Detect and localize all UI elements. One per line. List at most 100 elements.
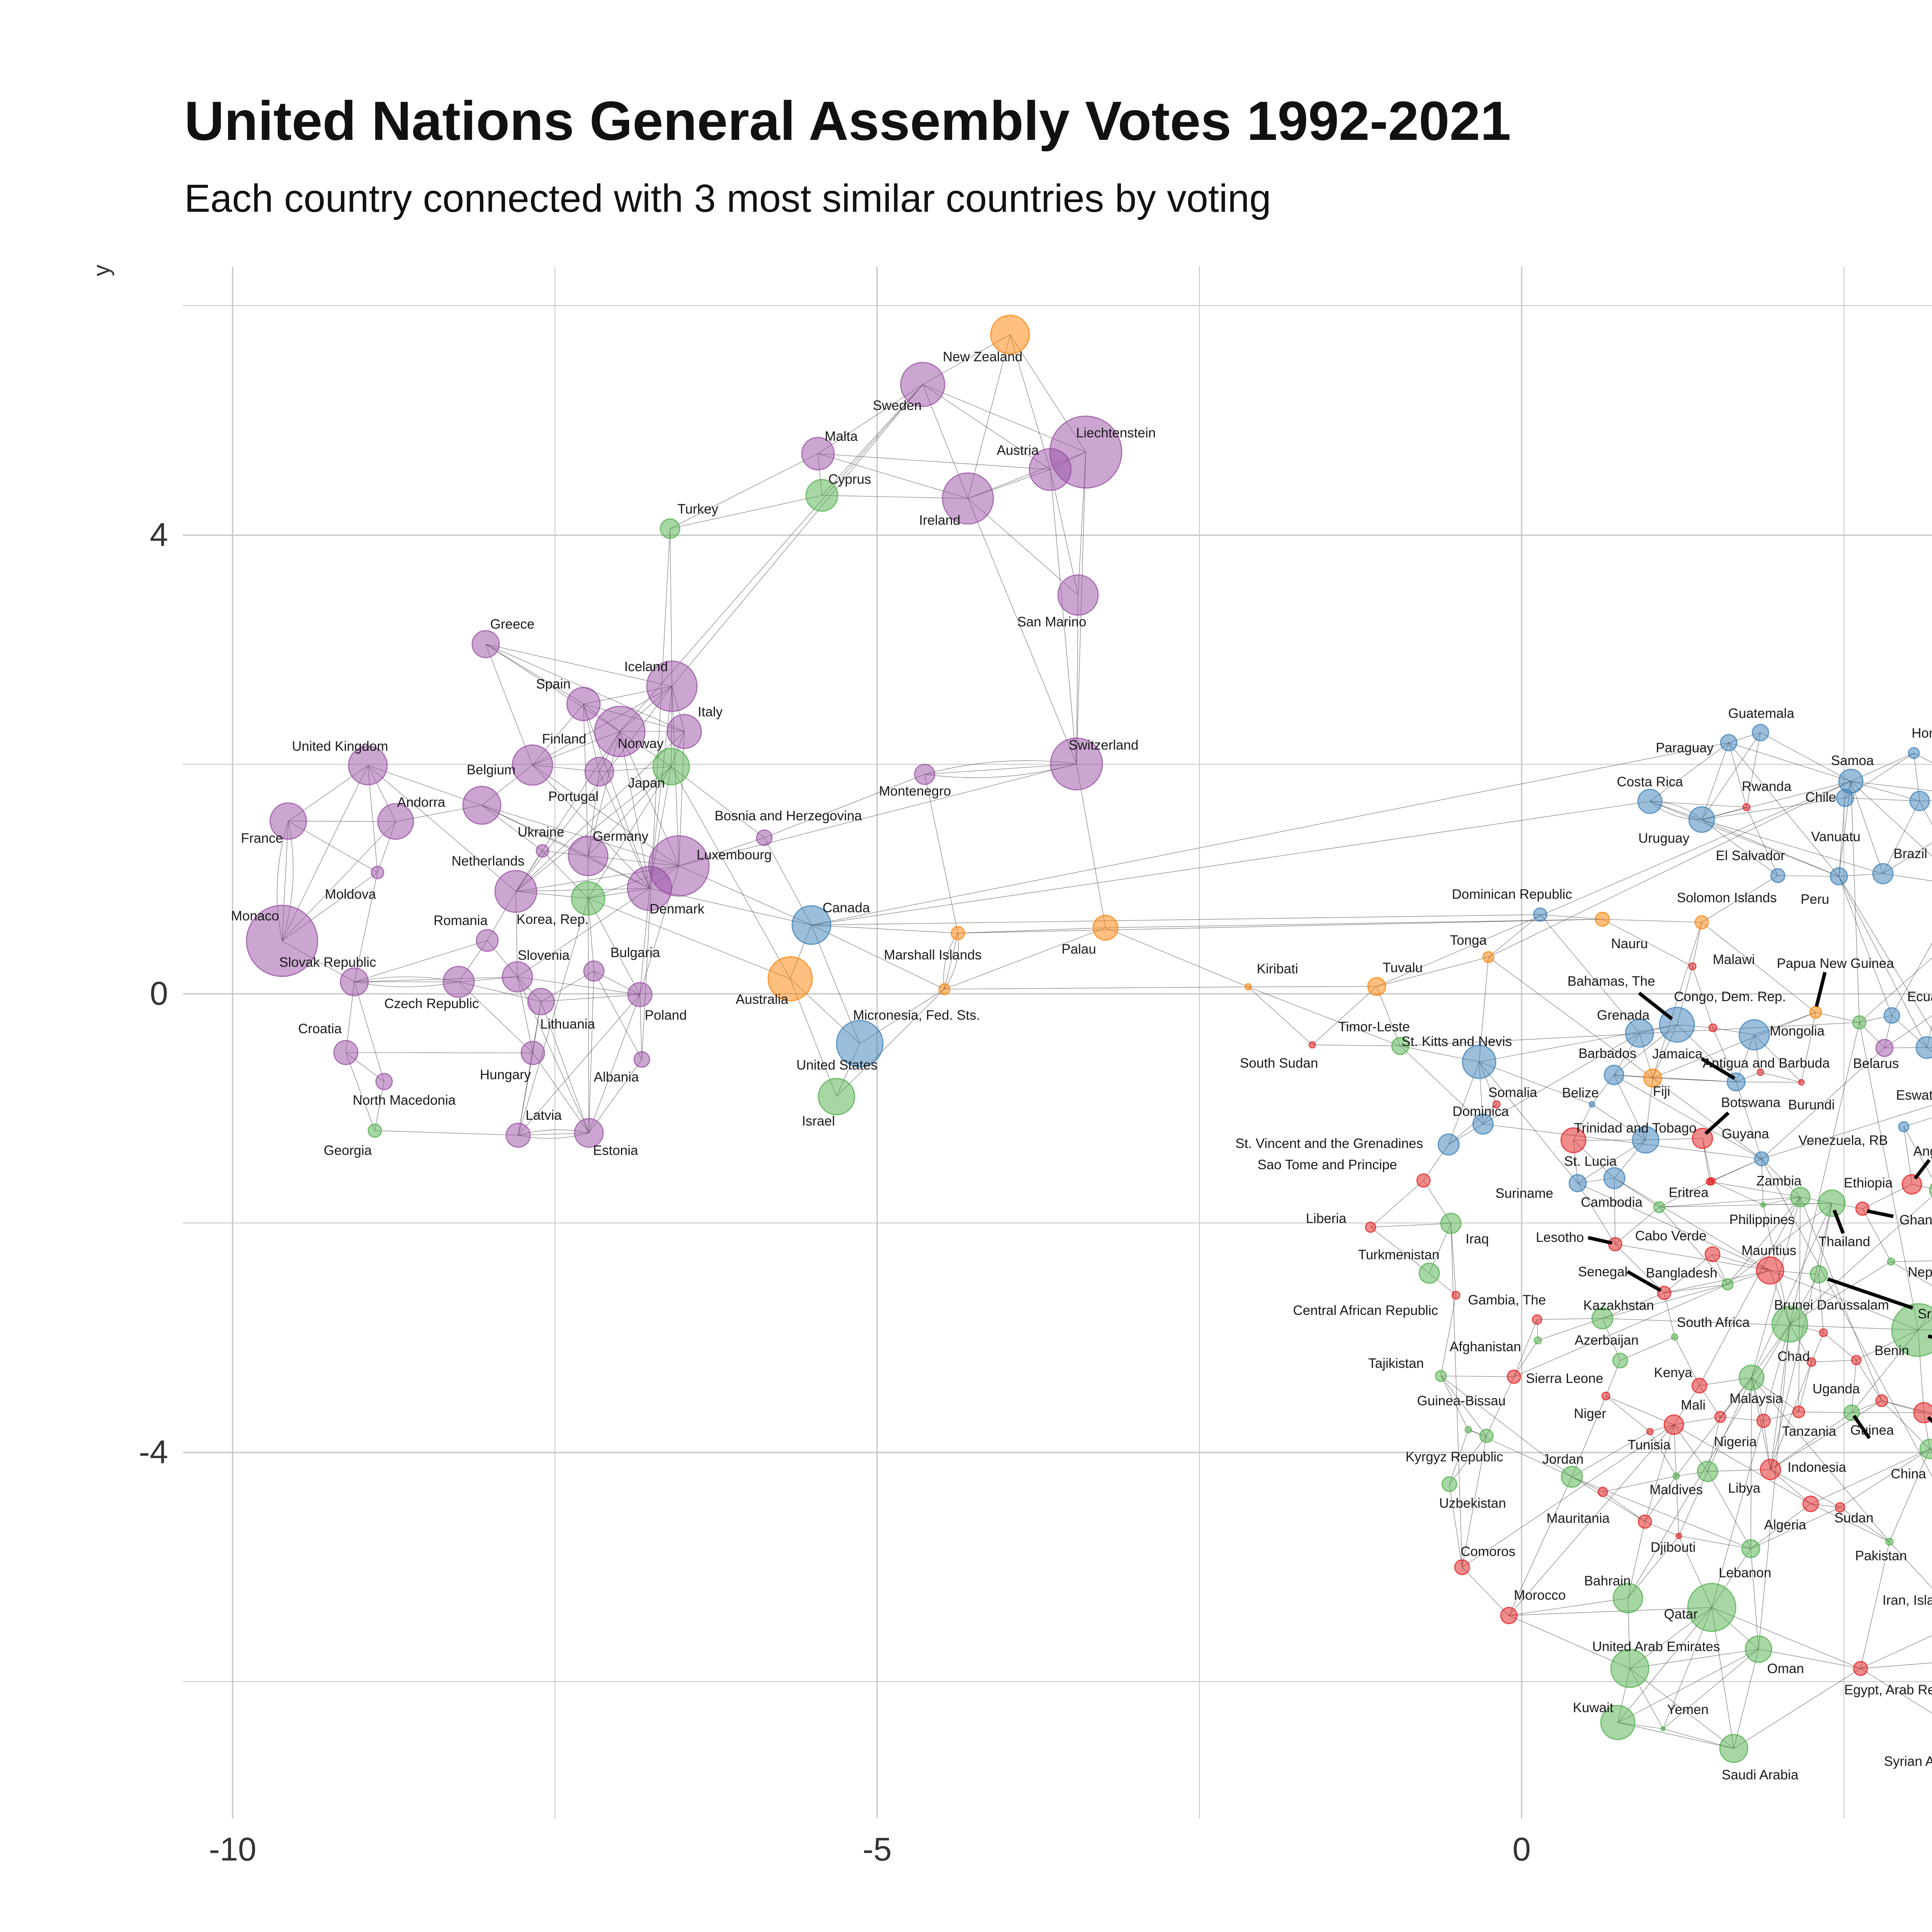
svg-text:Timor-Leste: Timor-Leste	[1338, 1019, 1410, 1034]
svg-text:Lithuania: Lithuania	[540, 1017, 595, 1032]
svg-text:Jamaica: Jamaica	[1652, 1046, 1703, 1061]
svg-text:Ecuador: Ecuador	[1907, 989, 1932, 1004]
svg-text:Micronesia, Fed. Sts.: Micronesia, Fed. Sts.	[853, 1008, 980, 1023]
svg-text:Italy: Italy	[698, 704, 723, 719]
svg-text:Mali: Mali	[1681, 1398, 1706, 1413]
svg-text:Kenya: Kenya	[1654, 1365, 1692, 1380]
svg-text:Marshall Islands: Marshall Islands	[884, 947, 982, 963]
svg-text:Kiribati: Kiribati	[1257, 961, 1298, 976]
svg-text:Egypt, Arab Rep.: Egypt, Arab Rep.	[1844, 1682, 1932, 1697]
svg-text:Jordan: Jordan	[1542, 1452, 1583, 1467]
svg-text:Saudi Arabia: Saudi Arabia	[1722, 1767, 1799, 1782]
svg-text:Honduras: Honduras	[1912, 726, 1932, 741]
svg-text:Congo, Dem. Rep.: Congo, Dem. Rep.	[1674, 989, 1786, 1004]
svg-text:Hungary: Hungary	[480, 1067, 531, 1082]
svg-text:Maldives: Maldives	[1650, 1482, 1703, 1497]
svg-text:Tunisia: Tunisia	[1628, 1437, 1671, 1452]
svg-text:Poland: Poland	[645, 1008, 687, 1023]
svg-text:Monaco: Monaco	[231, 908, 279, 923]
svg-text:Greece: Greece	[490, 617, 535, 632]
svg-text:Oman: Oman	[1767, 1661, 1804, 1676]
svg-text:Paraguay: Paraguay	[1656, 740, 1714, 755]
svg-text:Uruguay: Uruguay	[1638, 831, 1690, 846]
svg-text:Uzbekistan: Uzbekistan	[1439, 1496, 1506, 1511]
svg-text:Austria: Austria	[997, 443, 1039, 458]
svg-text:Lebanon: Lebanon	[1719, 1565, 1771, 1580]
svg-text:Brazil: Brazil	[1893, 846, 1927, 861]
svg-text:Niger: Niger	[1574, 1406, 1606, 1421]
svg-text:Suriname: Suriname	[1495, 1186, 1553, 1201]
svg-text:Korea, Rep.: Korea, Rep.	[517, 912, 589, 927]
svg-text:Slovak Republic: Slovak Republic	[279, 955, 376, 970]
svg-text:Papua New Guinea: Papua New Guinea	[1777, 956, 1894, 971]
svg-text:Botswana: Botswana	[1721, 1095, 1781, 1110]
svg-text:Liberia: Liberia	[1306, 1211, 1347, 1226]
svg-text:Afghanistan: Afghanistan	[1450, 1339, 1521, 1354]
svg-text:Barbados: Barbados	[1578, 1046, 1636, 1061]
svg-text:Moldova: Moldova	[325, 887, 376, 902]
svg-text:Chad: Chad	[1777, 1349, 1810, 1364]
svg-text:Canada: Canada	[823, 900, 870, 915]
svg-text:Australia: Australia	[736, 992, 789, 1007]
svg-text:United Arab Emirates: United Arab Emirates	[1592, 1639, 1720, 1654]
svg-text:y: y	[88, 265, 114, 276]
svg-text:North Macedonia: North Macedonia	[353, 1093, 456, 1108]
svg-text:Slovenia: Slovenia	[518, 948, 570, 963]
svg-text:Bangladesh: Bangladesh	[1646, 1265, 1718, 1281]
svg-text:United Nations General Assembl: United Nations General Assembly Votes 19…	[184, 90, 1511, 152]
svg-text:Norway: Norway	[618, 736, 664, 751]
svg-text:Kuwait: Kuwait	[1573, 1700, 1613, 1715]
svg-text:Comoros: Comoros	[1461, 1544, 1515, 1559]
svg-text:Israel: Israel	[802, 1114, 835, 1129]
svg-text:Japan: Japan	[628, 776, 665, 791]
svg-text:Guatemala: Guatemala	[1728, 706, 1794, 721]
svg-text:Each country connected with 3: Each country connected with 3 most simil…	[184, 177, 1271, 220]
svg-text:Tajikistan: Tajikistan	[1368, 1356, 1424, 1371]
svg-text:Sweden: Sweden	[873, 398, 922, 413]
svg-text:Rwanda: Rwanda	[1742, 779, 1792, 794]
svg-text:Albania: Albania	[594, 1070, 639, 1085]
svg-text:Romania: Romania	[434, 913, 488, 928]
svg-text:San Marino: San Marino	[1017, 614, 1087, 629]
svg-text:France: France	[241, 831, 283, 846]
svg-text:Belarus: Belarus	[1853, 1056, 1899, 1071]
svg-text:South Africa: South Africa	[1677, 1315, 1750, 1330]
svg-text:Spain: Spain	[536, 677, 571, 692]
svg-text:Azerbaijan: Azerbaijan	[1575, 1333, 1638, 1348]
svg-text:Switzerland: Switzerland	[1069, 738, 1139, 753]
svg-text:Gambia, The: Gambia, The	[1468, 1293, 1546, 1308]
svg-text:Antigua and Barbuda: Antigua and Barbuda	[1703, 1056, 1830, 1071]
svg-text:Solomon Islands: Solomon Islands	[1677, 890, 1777, 905]
svg-text:China: China	[1891, 1466, 1926, 1481]
svg-text:0: 0	[1512, 1831, 1531, 1868]
svg-text:Burundi: Burundi	[1788, 1097, 1835, 1112]
svg-text:Andorra: Andorra	[397, 795, 446, 810]
svg-text:Fiji: Fiji	[1653, 1084, 1670, 1099]
svg-text:Peru: Peru	[1801, 892, 1829, 907]
svg-text:Finland: Finland	[542, 731, 587, 747]
svg-text:Thailand: Thailand	[1818, 1234, 1870, 1249]
svg-text:Lesotho: Lesotho	[1536, 1230, 1584, 1245]
svg-text:Senegal: Senegal	[1578, 1264, 1628, 1279]
svg-text:Mauritius: Mauritius	[1742, 1243, 1796, 1258]
svg-text:St. Lucia: St. Lucia	[1564, 1154, 1617, 1169]
svg-text:Bulgaria: Bulgaria	[611, 945, 660, 960]
svg-text:Nigeria: Nigeria	[1714, 1434, 1757, 1449]
svg-text:Iraq: Iraq	[1466, 1231, 1489, 1247]
svg-text:Ghana: Ghana	[1899, 1213, 1932, 1228]
svg-text:Iran, Islamic Rep.: Iran, Islamic Rep.	[1883, 1593, 1932, 1608]
svg-text:0: 0	[150, 975, 168, 1012]
svg-text:Eritrea: Eritrea	[1668, 1185, 1709, 1200]
svg-text:Vanuatu: Vanuatu	[1811, 829, 1861, 844]
svg-text:Nauru: Nauru	[1611, 936, 1648, 951]
svg-text:Central African Republic: Central African Republic	[1293, 1303, 1438, 1318]
svg-text:United Kingdom: United Kingdom	[292, 739, 388, 754]
svg-text:Portugal: Portugal	[548, 789, 599, 804]
svg-text:Morocco: Morocco	[1514, 1588, 1566, 1603]
svg-text:Cabo Verde: Cabo Verde	[1635, 1228, 1707, 1243]
svg-text:-5: -5	[862, 1831, 892, 1868]
svg-text:Somalia: Somalia	[1488, 1085, 1537, 1100]
svg-text:Samoa: Samoa	[1831, 753, 1874, 768]
svg-text:Dominican Republic: Dominican Republic	[1452, 887, 1572, 902]
svg-text:Tuvalu: Tuvalu	[1383, 960, 1423, 975]
